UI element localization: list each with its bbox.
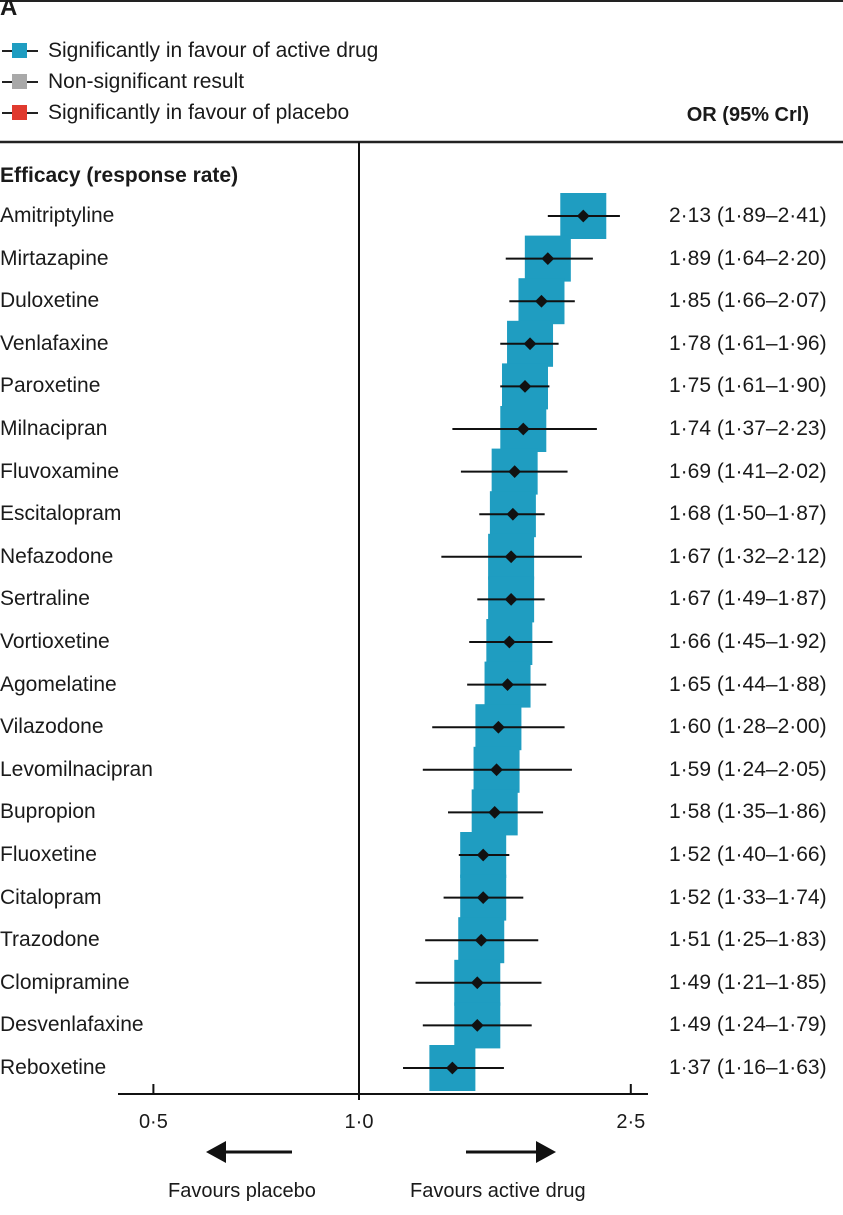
or-ci-label: 1·67 (1·49–1·87) bbox=[669, 587, 827, 611]
forest-row bbox=[547, 193, 620, 239]
or-ci-label: 2·13 (1·89–2·41) bbox=[669, 204, 827, 227]
or-ci-label: 1·69 (1·41–2·02) bbox=[669, 459, 827, 483]
forest-row bbox=[505, 235, 593, 282]
forest-row bbox=[460, 448, 568, 495]
legend-item-non-significant: Non-significant result bbox=[0, 67, 420, 97]
or-ci-label: 1·85 (1·66–2·07) bbox=[669, 289, 827, 313]
drug-name-label: Trazodone bbox=[0, 928, 100, 952]
arrow-right bbox=[466, 1141, 556, 1163]
legend-swatch-red bbox=[12, 105, 27, 120]
drug-name-label: Escitalopram bbox=[0, 502, 122, 526]
or-ci-label: 1·65 (1·44–1·88) bbox=[669, 672, 827, 696]
or-ci-label: 1·52 (1·33–1·74) bbox=[669, 885, 827, 909]
drug-name-label: Venlafaxine bbox=[0, 331, 109, 355]
column-header: OR (95% Crl) bbox=[686, 104, 809, 126]
x-tick-label: 2·5 bbox=[616, 1111, 646, 1133]
drug-name-label: Agomelatine bbox=[0, 672, 117, 696]
drug-name-label: Bupropion bbox=[0, 800, 96, 824]
drug-name-label: Nefazodone bbox=[0, 544, 114, 568]
or-ci-label: 1·89 (1·64–2·20) bbox=[669, 246, 827, 270]
legend-swatch-grey bbox=[12, 74, 27, 89]
legend-label: Non-significant result bbox=[48, 70, 245, 93]
drug-name-label: Paroxetine bbox=[0, 374, 101, 398]
drug-name-label: Vilazodone bbox=[0, 715, 104, 739]
drug-name-label: Mirtazapine bbox=[0, 246, 109, 270]
favours-active-label: Favours active drug bbox=[410, 1180, 586, 1202]
drug-name-label: Fluoxetine bbox=[0, 843, 97, 866]
forest-rows bbox=[403, 193, 620, 1091]
drug-name-label: Amitriptyline bbox=[0, 204, 115, 227]
forest-row bbox=[467, 661, 547, 708]
forest-row bbox=[448, 789, 544, 836]
forest-row bbox=[469, 619, 553, 665]
or-ci-label: 1·58 (1·35–1·86) bbox=[669, 800, 827, 824]
forest-row bbox=[432, 704, 565, 751]
legend-label: Significantly in favour of active drug bbox=[48, 39, 379, 62]
or-ci-label: 1·60 (1·28–2·00) bbox=[669, 715, 827, 739]
or-ci-label: 1·37 (1·16–1·63) bbox=[669, 1056, 827, 1079]
drug-name-label: Duloxetine bbox=[0, 289, 100, 313]
section-title: Efficacy (response rate) bbox=[0, 164, 239, 187]
or-ci-label: 1·59 (1·24–2·05) bbox=[669, 757, 827, 781]
drug-name-label: Sertraline bbox=[0, 587, 90, 611]
forest-row bbox=[479, 491, 545, 538]
forest-row bbox=[452, 406, 597, 452]
forest-row bbox=[509, 278, 575, 325]
panel-letter: A bbox=[0, 0, 18, 21]
or-ci-label: 1·49 (1·21–1·85) bbox=[669, 970, 827, 994]
legend-item-significant-placebo: Significantly in favour of placebo bbox=[0, 98, 420, 128]
forest-row bbox=[422, 1002, 532, 1049]
forest-row bbox=[500, 320, 559, 367]
drug-name-label: Vortioxetine bbox=[0, 630, 110, 653]
or-ci-label: 1·68 (1·50–1·87) bbox=[669, 502, 827, 526]
forest-row bbox=[500, 363, 550, 410]
favours-placebo-label: Favours placebo bbox=[168, 1180, 316, 1202]
forest-row bbox=[403, 1045, 504, 1091]
or-ci-label: 1·49 (1·24–1·79) bbox=[669, 1013, 827, 1037]
forest-row bbox=[441, 533, 582, 580]
drug-name-label: Desvenlafaxine bbox=[0, 1013, 144, 1037]
or-ci-label: 1·74 (1·37–2·23) bbox=[669, 417, 827, 440]
drug-name-label: Reboxetine bbox=[0, 1056, 107, 1079]
or-ci-label: 1·52 (1·40–1·66) bbox=[669, 843, 827, 866]
forest-row bbox=[477, 576, 545, 623]
legend-swatch-blue bbox=[12, 43, 27, 58]
or-ci-label: 1·75 (1·61–1·90) bbox=[669, 374, 827, 398]
drug-name-label: Citalopram bbox=[0, 885, 102, 909]
x-tick-label: 0·5 bbox=[138, 1111, 168, 1133]
drug-name-label: Clomipramine bbox=[0, 970, 130, 994]
forest-row bbox=[458, 832, 510, 878]
drug-name-label: Levomilnacipran bbox=[0, 757, 153, 781]
arrow-left bbox=[206, 1141, 292, 1163]
forest-row bbox=[415, 959, 542, 1006]
or-ci-label: 1·66 (1·45–1·92) bbox=[669, 630, 827, 653]
forest-row bbox=[443, 874, 524, 921]
drug-name-label: Fluvoxamine bbox=[0, 459, 120, 483]
legend-item-significant-active: Significantly in favour of active drug bbox=[0, 36, 420, 66]
drug-name-label: Milnacipran bbox=[0, 417, 108, 440]
or-ci-label: 1·78 (1·61–1·96) bbox=[669, 331, 827, 355]
or-ci-label: 1·51 (1·25–1·83) bbox=[669, 928, 827, 952]
forest-row bbox=[422, 746, 572, 793]
forest-row bbox=[425, 917, 539, 964]
x-tick-label: 1·0 bbox=[344, 1111, 374, 1133]
or-ci-label: 1·67 (1·32–2·12) bbox=[669, 544, 827, 568]
x-axis-ticks bbox=[152, 1084, 632, 1094]
legend-label: Significantly in favour of placebo bbox=[48, 101, 350, 124]
